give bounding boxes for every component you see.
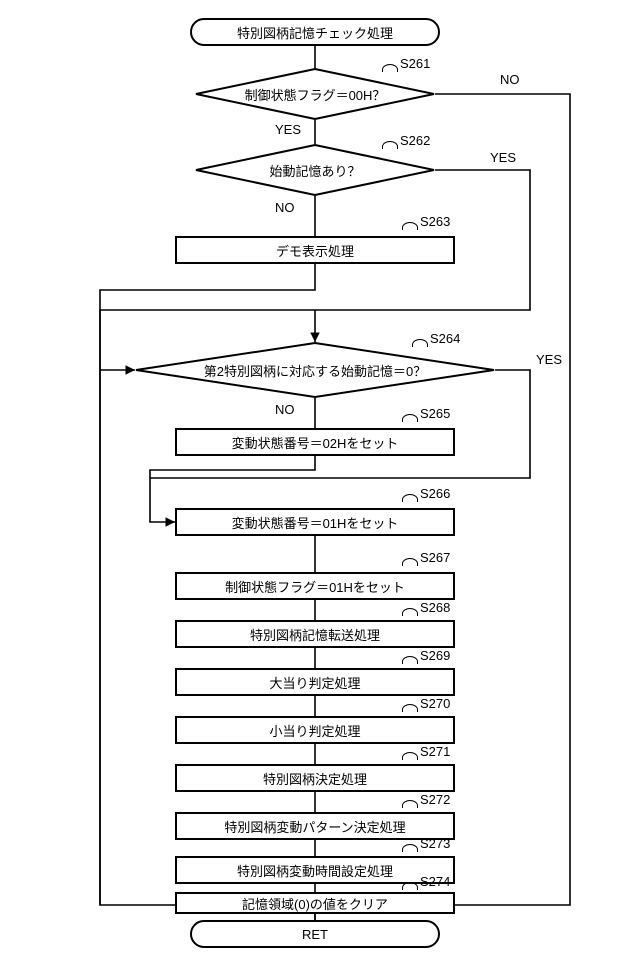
terminator-end-text: RET [302, 927, 328, 942]
process-s272-text: 特別図柄変動パターン決定処理 [224, 817, 405, 836]
process-s268: 特別図柄記憶転送処理 [175, 620, 455, 648]
step-label-s268: S268 [420, 600, 450, 615]
terminator-start: 特別図柄記憶チェック処理 [190, 18, 440, 46]
process-s270-text: 小当り判定処理 [269, 721, 360, 740]
flowchart-canvas: 特別図柄記憶チェック処理 RET 制御状態フラグ＝00H？ 始動記憶あり？ 第2… [0, 0, 640, 964]
step-label-s266: S266 [420, 486, 450, 501]
terminator-start-text: 特別図柄記憶チェック処理 [237, 23, 393, 42]
step-label-s270: S270 [420, 696, 450, 711]
flow-label-no-s264: NO [275, 402, 295, 417]
flow-label-yes-s262: YES [490, 150, 516, 165]
process-s263-text: デモ表示処理 [276, 241, 354, 260]
decision-s261: 制御状態フラグ＝00H？ [195, 68, 435, 120]
process-s269-text: 大当り判定処理 [269, 673, 360, 692]
process-s263: デモ表示処理 [175, 236, 455, 264]
decision-s261-text: 制御状態フラグ＝00H？ [245, 85, 386, 104]
step-label-s271: S271 [420, 744, 450, 759]
process-s266: 変動状態番号＝01Hをセット [175, 508, 455, 536]
step-label-s263: S263 [420, 214, 450, 229]
step-label-s273: S273 [420, 836, 450, 851]
terminator-end: RET [190, 920, 440, 948]
process-s271: 特別図柄決定処理 [175, 764, 455, 792]
process-s265-text: 変動状態番号＝02Hをセット [232, 433, 399, 452]
process-s271-text: 特別図柄決定処理 [263, 769, 367, 788]
decision-s264-text: 第2特別図柄に対応する始動記憶＝0？ [204, 361, 426, 380]
decision-s262-text: 始動記憶あり？ [269, 161, 360, 180]
process-s273: 特別図柄変動時間設定処理 [175, 856, 455, 884]
process-s267-text: 制御状態フラグ＝01Hをセット [225, 577, 405, 596]
process-s272: 特別図柄変動パターン決定処理 [175, 812, 455, 840]
process-s266-text: 変動状態番号＝01Hをセット [232, 513, 399, 532]
step-label-s267: S267 [420, 550, 450, 565]
step-label-s269: S269 [420, 648, 450, 663]
decision-s262: 始動記憶あり？ [195, 144, 435, 196]
flow-label-yes-s261: YES [275, 122, 301, 137]
process-s274-text: 記憶領域(0)の値をクリア [242, 894, 388, 913]
step-label-s264: S264 [430, 331, 460, 346]
process-s274: 記憶領域(0)の値をクリア [175, 892, 455, 914]
process-s269: 大当り判定処理 [175, 668, 455, 696]
step-label-s274: S274 [420, 874, 450, 889]
flow-label-no-s261: NO [500, 72, 520, 87]
flow-label-no-s262: NO [275, 200, 295, 215]
process-s267: 制御状態フラグ＝01Hをセット [175, 572, 455, 600]
step-label-s265: S265 [420, 406, 450, 421]
process-s273-text: 特別図柄変動時間設定処理 [237, 861, 393, 880]
process-s268-text: 特別図柄記憶転送処理 [250, 625, 380, 644]
decision-s264: 第2特別図柄に対応する始動記憶＝0？ [135, 342, 495, 398]
process-s270: 小当り判定処理 [175, 716, 455, 744]
step-label-s261: S261 [400, 56, 430, 71]
step-label-s262: S262 [400, 133, 430, 148]
step-label-s272: S272 [420, 792, 450, 807]
flow-label-yes-s264: YES [536, 352, 562, 367]
process-s265: 変動状態番号＝02Hをセット [175, 428, 455, 456]
